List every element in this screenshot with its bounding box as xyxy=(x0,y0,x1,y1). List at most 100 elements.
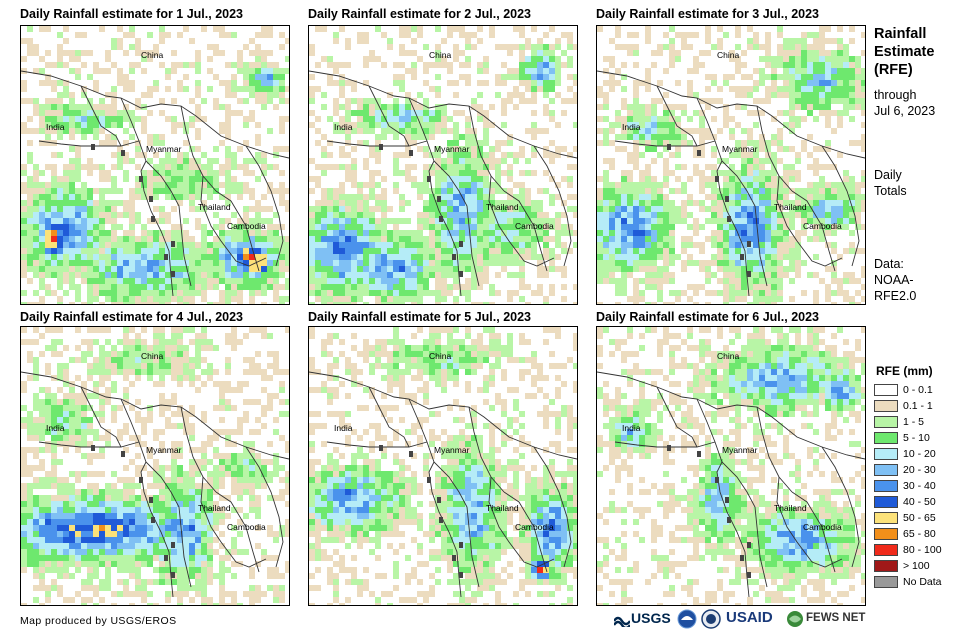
through-line: Jul 6, 2023 xyxy=(874,104,936,118)
legend-item: 0 - 0.1 xyxy=(874,383,964,399)
map-label-india: India xyxy=(46,423,65,433)
map-credit: Map produced by USGS/EROS xyxy=(20,615,177,627)
map-svg: China India Myanmar Thailand Cambodia xyxy=(309,327,577,605)
map-label-cambodia: Cambodia xyxy=(515,221,554,231)
map-label-india: India xyxy=(46,122,65,132)
legend-item: 0.1 - 1 xyxy=(874,399,964,415)
map-svg: China India Myanmar Thailand Cambodia xyxy=(21,327,289,605)
legend-swatch xyxy=(874,464,898,476)
title-line: Rainfall xyxy=(874,26,927,42)
map-label-cambodia: Cambodia xyxy=(227,522,266,532)
map-label-china: China xyxy=(717,50,739,60)
legend-swatch xyxy=(874,576,898,588)
rainfall-map-day-3: China India Myanmar Thailand Cambodia xyxy=(596,25,866,305)
data-line: Data: xyxy=(874,257,904,271)
panel-title-6: Daily Rainfall estimate for 6 Jul., 2023 xyxy=(596,310,820,324)
map-svg: China India Myanmar Thailand Cambodia xyxy=(597,26,865,304)
map-label-india: India xyxy=(334,122,353,132)
map-label-myanmar: Myanmar xyxy=(434,445,470,455)
noaa-seal-icon xyxy=(677,609,697,629)
map-svg: China India Myanmar Thailand Cambodia xyxy=(21,26,289,304)
product-title: Rainfall Estimate (RFE) xyxy=(874,25,934,79)
legend-label: 30 - 40 xyxy=(903,480,936,492)
map-label-myanmar: Myanmar xyxy=(146,144,182,154)
legend-item: > 100 xyxy=(874,559,964,575)
legend-label: No Data xyxy=(903,576,942,588)
legend-item: 40 - 50 xyxy=(874,495,964,511)
legend: 0 - 0.1 0.1 - 1 1 - 5 5 - 10 10 - 20 20 - 30 3… xyxy=(874,383,964,591)
daily-line: Totals xyxy=(874,184,907,198)
legend-item: 10 - 20 xyxy=(874,447,964,463)
country-boundaries xyxy=(21,371,289,598)
legend-title: RFE (mm) xyxy=(876,364,933,378)
map-label-china: China xyxy=(429,351,451,361)
map-label-myanmar: Myanmar xyxy=(434,144,470,154)
fews-text: FEWS NET xyxy=(806,612,866,624)
legend-swatch xyxy=(874,416,898,428)
fews-globe-icon xyxy=(787,611,803,627)
legend-label: 80 - 100 xyxy=(903,544,942,556)
map-label-cambodia: Cambodia xyxy=(515,522,554,532)
map-label-india: India xyxy=(334,423,353,433)
map-label-cambodia: Cambodia xyxy=(227,221,266,231)
map-label-thailand: Thailand xyxy=(198,503,231,513)
legend-item: 5 - 10 xyxy=(874,431,964,447)
legend-label: 20 - 30 xyxy=(903,464,936,476)
legend-label: 5 - 10 xyxy=(903,432,930,444)
usaid-text: USAID xyxy=(726,609,773,626)
legend-swatch xyxy=(874,528,898,540)
legend-swatch xyxy=(874,512,898,524)
title-line: Estimate xyxy=(874,44,935,60)
legend-label: > 100 xyxy=(903,560,930,572)
legend-item: 1 - 5 xyxy=(874,415,964,431)
usgs-wave-icon xyxy=(614,616,630,627)
legend-swatch xyxy=(874,496,898,508)
map-label-thailand: Thailand xyxy=(486,202,519,212)
legend-swatch xyxy=(874,560,898,572)
map-label-cambodia: Cambodia xyxy=(803,221,842,231)
rainfall-map-day-1: China India Myanmar Thailand Cambodia xyxy=(20,25,290,305)
legend-item: 30 - 40 xyxy=(874,479,964,495)
map-label-china: China xyxy=(141,50,163,60)
country-boundaries xyxy=(309,371,577,598)
through-line: through xyxy=(874,88,917,102)
legend-item: 20 - 30 xyxy=(874,463,964,479)
legend-swatch xyxy=(874,400,898,412)
noaa-logo xyxy=(677,607,699,633)
map-label-myanmar: Myanmar xyxy=(146,445,182,455)
rainfall-map-day-6: China India Myanmar Thailand Cambodia xyxy=(596,326,866,606)
country-boundaries xyxy=(597,70,865,297)
map-label-thailand: Thailand xyxy=(774,503,807,513)
map-label-china: China xyxy=(717,351,739,361)
panel-title-5: Daily Rainfall estimate for 5 Jul., 2023 xyxy=(308,310,532,324)
map-svg: China India Myanmar Thailand Cambodia xyxy=(309,26,577,304)
rainfall-map-day-4: China India Myanmar Thailand Cambodia xyxy=(20,326,290,606)
dos-logo xyxy=(701,607,723,633)
map-label-thailand: Thailand xyxy=(486,503,519,513)
fews-logo: FEWS NET xyxy=(786,607,866,633)
data-line: NOAA- xyxy=(874,273,914,287)
legend-label: 1 - 5 xyxy=(903,416,925,428)
title-line: (RFE) xyxy=(874,62,913,78)
country-boundaries xyxy=(309,70,577,297)
legend-label: 65 - 80 xyxy=(903,528,936,540)
usaid-logo: USAID xyxy=(724,607,788,633)
legend-item: No Data xyxy=(874,575,964,591)
legend-swatch xyxy=(874,432,898,444)
legend-swatch xyxy=(874,480,898,492)
panel-title-1: Daily Rainfall estimate for 1 Jul., 2023 xyxy=(20,7,244,21)
rainfall-field xyxy=(21,327,289,605)
rainfall-field xyxy=(597,327,865,605)
map-label-china: China xyxy=(141,351,163,361)
map-label-thailand: Thailand xyxy=(198,202,231,212)
rainfall-field xyxy=(597,26,865,304)
legend-item: 65 - 80 xyxy=(874,527,964,543)
data-line: RFE2.0 xyxy=(874,289,917,303)
map-label-china: China xyxy=(429,50,451,60)
rainfall-field xyxy=(309,26,577,304)
map-svg: China India Myanmar Thailand Cambodia xyxy=(597,327,865,605)
legend-swatch xyxy=(874,544,898,556)
map-label-thailand: Thailand xyxy=(774,202,807,212)
legend-label: 0 - 0.1 xyxy=(903,384,933,396)
daily-line: Daily xyxy=(874,168,902,182)
